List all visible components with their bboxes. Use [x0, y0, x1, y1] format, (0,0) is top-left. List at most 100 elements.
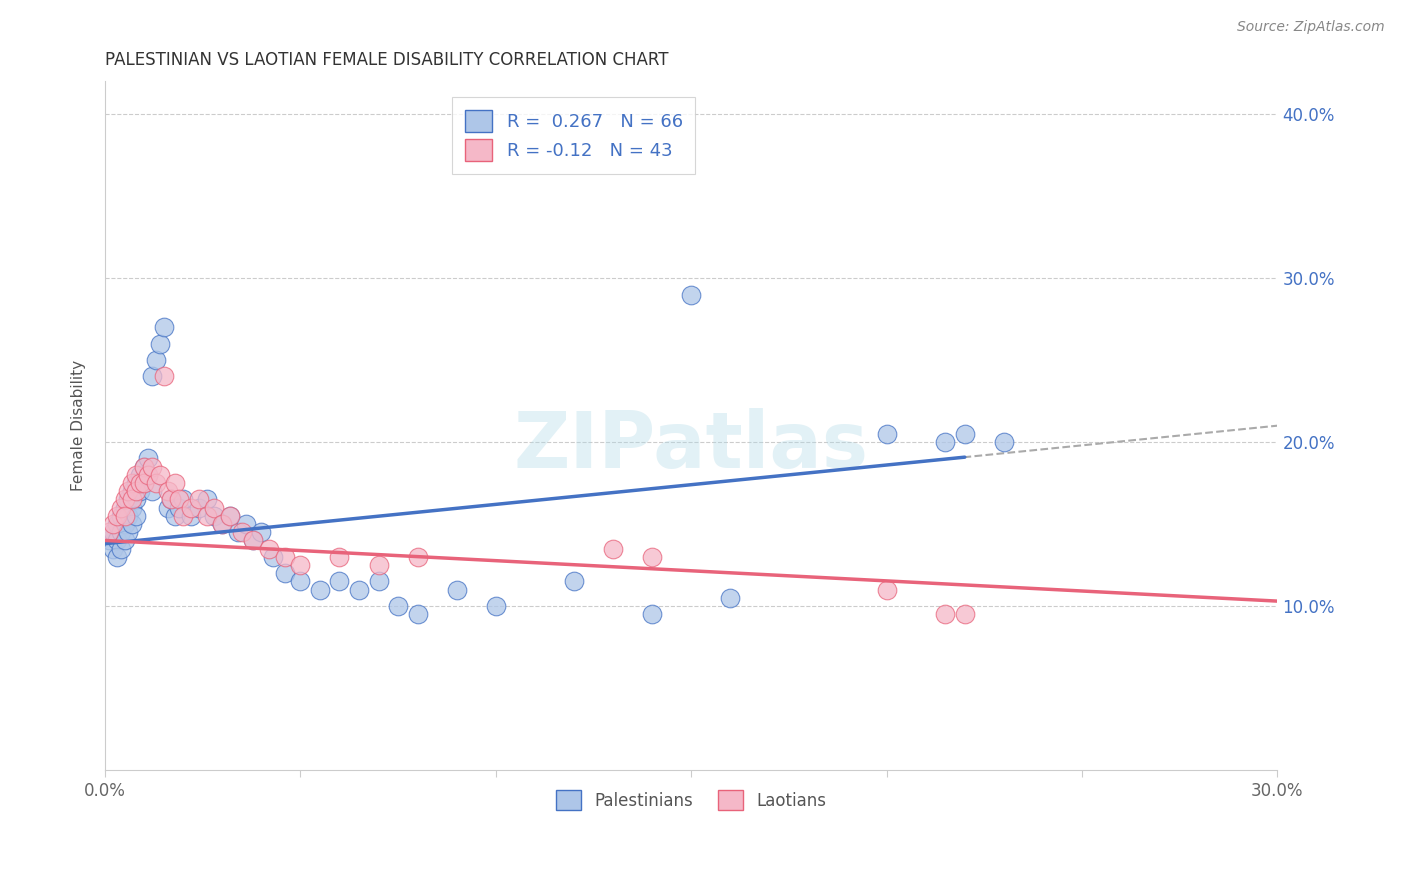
Point	[953, 607, 976, 622]
Point	[180, 500, 202, 515]
Point	[136, 467, 159, 482]
Point	[114, 508, 136, 523]
Point	[876, 426, 898, 441]
Point	[602, 541, 624, 556]
Point	[110, 541, 132, 556]
Point	[110, 508, 132, 523]
Point	[97, 525, 120, 540]
Point	[121, 476, 143, 491]
Point	[149, 336, 172, 351]
Point	[262, 549, 284, 564]
Point	[165, 508, 187, 523]
Point	[328, 549, 350, 564]
Point	[180, 508, 202, 523]
Point	[406, 607, 429, 622]
Point	[101, 517, 124, 532]
Point	[274, 566, 297, 581]
Point	[156, 500, 179, 515]
Point	[101, 525, 124, 540]
Point	[172, 508, 194, 523]
Text: Source: ZipAtlas.com: Source: ZipAtlas.com	[1237, 20, 1385, 34]
Point	[125, 484, 148, 499]
Point	[132, 459, 155, 474]
Point	[132, 476, 155, 491]
Point	[121, 492, 143, 507]
Point	[219, 508, 242, 523]
Point	[141, 484, 163, 499]
Point	[242, 533, 264, 548]
Point	[105, 549, 128, 564]
Point	[328, 574, 350, 589]
Point	[125, 467, 148, 482]
Point	[195, 492, 218, 507]
Point	[141, 459, 163, 474]
Point	[156, 484, 179, 499]
Point	[114, 517, 136, 532]
Point	[105, 508, 128, 523]
Point	[110, 525, 132, 540]
Point	[309, 582, 332, 597]
Point	[110, 500, 132, 515]
Point	[165, 476, 187, 491]
Point	[129, 484, 152, 499]
Point	[187, 500, 209, 515]
Point	[152, 320, 174, 334]
Point	[718, 591, 741, 605]
Point	[114, 492, 136, 507]
Point	[953, 426, 976, 441]
Point	[347, 582, 370, 597]
Point	[121, 500, 143, 515]
Point	[187, 492, 209, 507]
Point	[446, 582, 468, 597]
Point	[132, 476, 155, 491]
Point	[121, 484, 143, 499]
Point	[145, 353, 167, 368]
Text: PALESTINIAN VS LAOTIAN FEMALE DISABILITY CORRELATION CHART: PALESTINIAN VS LAOTIAN FEMALE DISABILITY…	[105, 51, 668, 69]
Point	[367, 574, 389, 589]
Point	[641, 607, 664, 622]
Y-axis label: Female Disability: Female Disability	[72, 360, 86, 491]
Point	[290, 574, 312, 589]
Point	[934, 435, 956, 450]
Point	[149, 467, 172, 482]
Point	[152, 369, 174, 384]
Point	[129, 467, 152, 482]
Point	[160, 492, 183, 507]
Point	[136, 451, 159, 466]
Point	[387, 599, 409, 613]
Point	[117, 525, 139, 540]
Point	[117, 492, 139, 507]
Point	[117, 508, 139, 523]
Point	[235, 517, 257, 532]
Point	[132, 459, 155, 474]
Point	[125, 492, 148, 507]
Text: ZIPatlas: ZIPatlas	[513, 409, 869, 484]
Point	[934, 607, 956, 622]
Legend: Palestinians, Laotians: Palestinians, Laotians	[543, 777, 839, 823]
Point	[562, 574, 585, 589]
Point	[876, 582, 898, 597]
Point	[290, 558, 312, 572]
Point	[195, 508, 218, 523]
Point	[257, 541, 280, 556]
Point	[202, 508, 225, 523]
Point	[211, 517, 233, 532]
Point	[125, 508, 148, 523]
Point	[141, 369, 163, 384]
Point	[105, 517, 128, 532]
Point	[993, 435, 1015, 450]
Point	[250, 525, 273, 540]
Point	[226, 525, 249, 540]
Point	[367, 558, 389, 572]
Point	[231, 525, 253, 540]
Point	[145, 476, 167, 491]
Point	[114, 500, 136, 515]
Point	[485, 599, 508, 613]
Point	[125, 476, 148, 491]
Point	[97, 533, 120, 548]
Point	[202, 500, 225, 515]
Point	[121, 517, 143, 532]
Point	[114, 533, 136, 548]
Point	[167, 500, 190, 515]
Point	[136, 467, 159, 482]
